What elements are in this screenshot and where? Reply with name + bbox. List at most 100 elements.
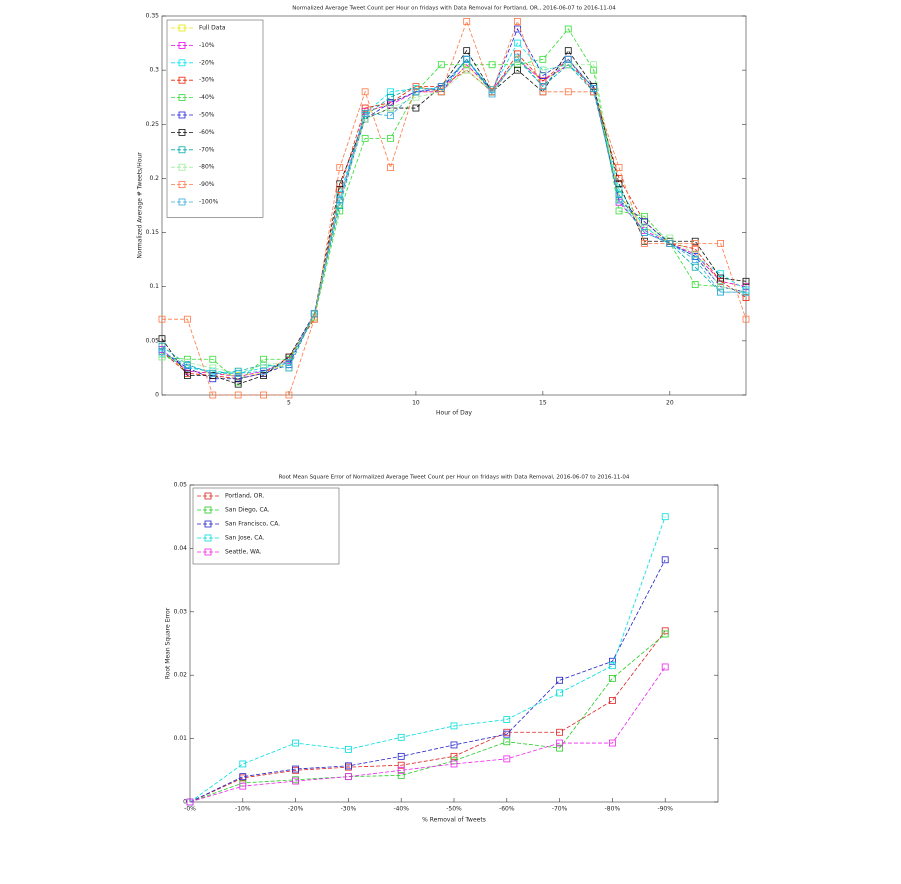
y-tick-label: 0.05 — [174, 482, 188, 489]
point-marker — [463, 61, 471, 69]
legend-label: -70% — [199, 146, 215, 153]
point-marker — [450, 760, 458, 768]
point-marker — [387, 99, 394, 107]
legend-label: -20% — [199, 59, 215, 66]
x-tick-label: -10% — [235, 806, 251, 813]
x-tick-label: 15 — [539, 400, 547, 407]
point-marker — [292, 765, 300, 773]
point-marker — [539, 66, 547, 74]
point-marker — [183, 372, 191, 379]
point-marker — [158, 353, 166, 361]
point-marker — [615, 164, 623, 172]
point-marker — [397, 752, 405, 760]
legend-marker — [178, 42, 186, 49]
legend-marker — [204, 548, 212, 556]
y-tick-label: 0.35 — [146, 13, 160, 20]
point-marker — [158, 315, 166, 323]
point-marker — [514, 66, 521, 74]
point-marker — [158, 342, 166, 350]
legend-label: Portland, OR. — [225, 493, 264, 500]
y-tick-label: 0.01 — [174, 735, 188, 742]
y-tick-label: 0.15 — [146, 229, 160, 236]
point-marker — [239, 782, 247, 790]
series-line — [161, 58, 747, 374]
point-marker — [387, 104, 394, 112]
point-marker — [336, 207, 344, 215]
point-marker — [285, 364, 293, 372]
point-marker — [717, 288, 725, 296]
point-marker — [336, 202, 344, 209]
point-marker — [539, 72, 547, 79]
point-marker — [641, 218, 648, 226]
x-tick-label: 20 — [666, 400, 674, 407]
point-marker — [450, 741, 458, 749]
legend-label: -100% — [199, 199, 219, 206]
point-marker — [609, 697, 616, 704]
legend-label: Full Data — [199, 25, 226, 32]
x-tick-label: -40% — [393, 806, 409, 813]
point-marker — [615, 185, 623, 193]
point-marker — [564, 25, 572, 33]
point-marker — [310, 310, 318, 318]
point-marker — [691, 250, 699, 258]
point-marker — [450, 752, 458, 760]
point-marker — [397, 771, 405, 779]
legend-marker — [204, 534, 212, 542]
point-marker — [292, 739, 300, 747]
x-tick-label: -0% — [184, 806, 196, 813]
point-marker — [615, 191, 623, 199]
legend-marker — [178, 76, 186, 84]
legend-marker — [178, 128, 186, 136]
point-marker — [234, 380, 242, 388]
point-marker — [387, 134, 394, 142]
y-tick-label: 0.2 — [149, 175, 159, 182]
y-axis-label: Normalized Average # Tweets/Hour — [137, 152, 144, 259]
point-marker — [285, 359, 293, 366]
point-marker — [691, 263, 699, 271]
y-tick-label: 0.04 — [174, 545, 188, 552]
legend-label: San Francisco, CA. — [225, 521, 280, 528]
point-marker — [260, 391, 267, 399]
point-marker — [387, 112, 394, 120]
point-marker — [556, 739, 563, 747]
point-marker — [503, 716, 511, 723]
point-marker — [234, 375, 242, 383]
point-marker — [344, 762, 352, 770]
point-marker — [503, 755, 511, 763]
point-marker — [742, 288, 750, 296]
point-marker — [488, 90, 496, 98]
point-marker — [539, 82, 547, 90]
y-tick-label: 0.1 — [149, 283, 159, 290]
point-marker — [615, 196, 623, 204]
point-marker — [641, 239, 648, 247]
point-marker — [292, 777, 300, 785]
series-line — [189, 516, 666, 803]
y-tick-label: 0.3 — [149, 67, 159, 74]
x-tick-label: -60% — [499, 806, 515, 813]
point-marker — [691, 256, 699, 264]
y-tick-label: 0 — [183, 799, 187, 806]
point-marker — [717, 283, 725, 291]
legend-marker — [178, 111, 186, 119]
point-marker — [717, 239, 725, 247]
point-marker — [260, 372, 267, 379]
point-marker — [209, 391, 217, 399]
point-marker — [397, 733, 405, 741]
point-marker — [463, 55, 471, 63]
point-marker — [556, 689, 563, 697]
point-marker — [412, 88, 420, 96]
point-marker — [158, 335, 166, 343]
series-line — [161, 58, 747, 376]
point-marker — [590, 85, 598, 92]
legend-label: -80% — [199, 164, 215, 171]
point-marker — [691, 281, 699, 288]
chart-title: Normalized Average Tweet Count per Hour … — [292, 6, 616, 12]
x-tick-label: 5 — [287, 400, 291, 407]
legend-marker — [178, 24, 186, 32]
series-line — [189, 633, 666, 803]
series-line — [161, 56, 746, 374]
point-marker — [641, 212, 648, 220]
series-line — [189, 666, 666, 803]
chart-title: Root Mean Square Error of Normalized Ave… — [279, 475, 630, 481]
